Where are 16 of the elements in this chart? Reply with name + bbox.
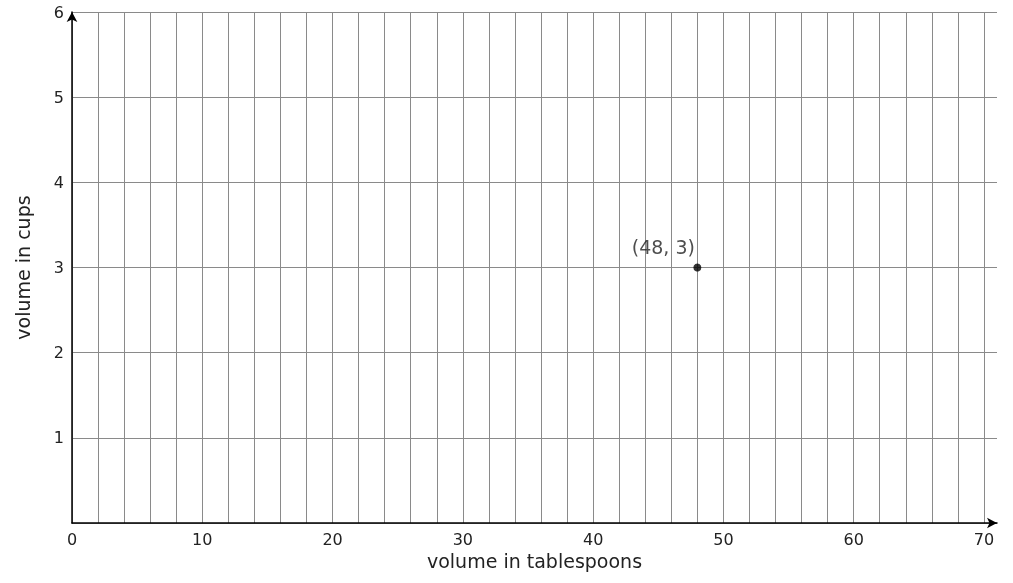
x-tick-label: 0 — [66, 529, 78, 549]
x-axis-title: volume in tablespoons — [426, 550, 643, 573]
y-tick-label: 4 — [53, 172, 64, 192]
x-tick-label: 20 — [322, 529, 343, 549]
x-tick-label: 70 — [973, 529, 995, 549]
y-tick-label: 3 — [53, 258, 64, 277]
x-tick-label: 50 — [713, 529, 734, 549]
y-tick-label: 2 — [53, 343, 64, 363]
x-tick-label: 30 — [452, 529, 474, 549]
x-tick-label: 60 — [843, 529, 864, 549]
x-tick-label: 40 — [582, 529, 604, 549]
y-axis-title: volume in cups — [11, 195, 34, 340]
y-tick-label: 5 — [53, 87, 64, 107]
x-tick-label: 10 — [192, 529, 213, 549]
y-tick-label: 6 — [53, 2, 64, 22]
y-tick-label: 1 — [53, 428, 64, 448]
